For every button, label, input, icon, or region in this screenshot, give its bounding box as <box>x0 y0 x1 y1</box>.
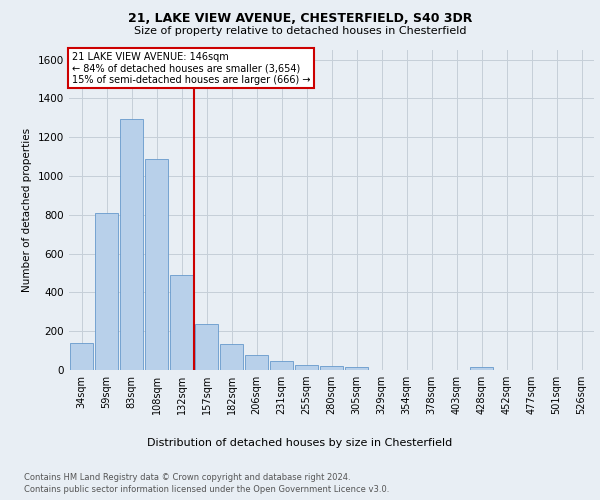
Bar <box>195 324 218 370</box>
Bar <box>320 366 343 370</box>
Bar <box>245 356 268 370</box>
Y-axis label: Number of detached properties: Number of detached properties <box>22 128 32 292</box>
Bar <box>70 343 93 370</box>
Bar <box>120 119 143 370</box>
Text: Contains HM Land Registry data © Crown copyright and database right 2024.: Contains HM Land Registry data © Crown c… <box>24 472 350 482</box>
Bar <box>345 367 368 370</box>
Bar <box>470 367 493 370</box>
Bar <box>270 362 293 370</box>
Bar <box>295 365 318 370</box>
Bar <box>220 344 243 370</box>
Text: 21, LAKE VIEW AVENUE, CHESTERFIELD, S40 3DR: 21, LAKE VIEW AVENUE, CHESTERFIELD, S40 … <box>128 12 472 26</box>
Bar <box>170 275 193 370</box>
Bar <box>145 158 168 370</box>
Bar <box>95 213 118 370</box>
Text: 21 LAKE VIEW AVENUE: 146sqm
← 84% of detached houses are smaller (3,654)
15% of : 21 LAKE VIEW AVENUE: 146sqm ← 84% of det… <box>71 52 310 85</box>
Text: Distribution of detached houses by size in Chesterfield: Distribution of detached houses by size … <box>148 438 452 448</box>
Text: Size of property relative to detached houses in Chesterfield: Size of property relative to detached ho… <box>134 26 466 36</box>
Text: Contains public sector information licensed under the Open Government Licence v3: Contains public sector information licen… <box>24 485 389 494</box>
